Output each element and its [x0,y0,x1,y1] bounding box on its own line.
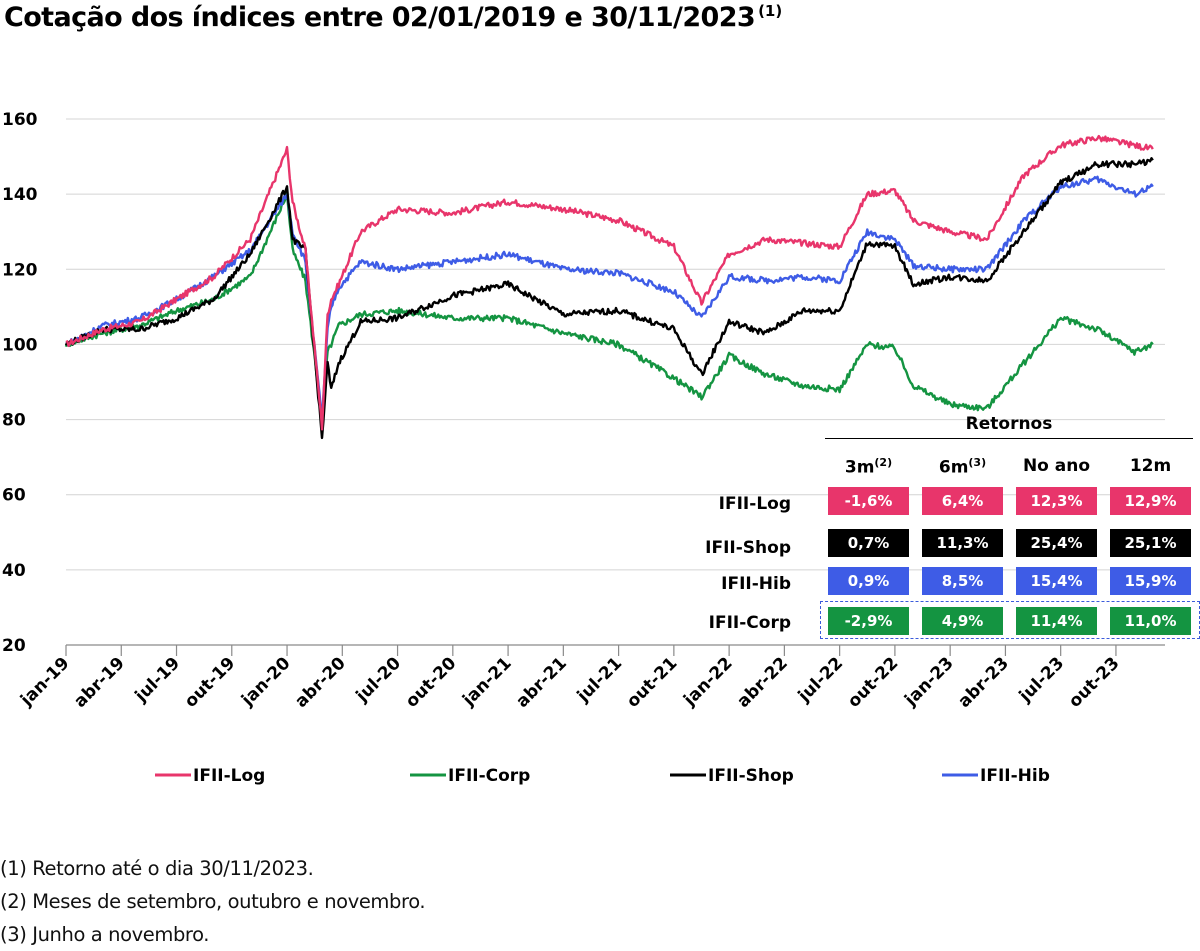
x-tick-label: abr-23 [954,653,1013,712]
return-cell-ifii-hib-no-ano: 15,4% [1016,567,1097,595]
returns-table: Retornos 3m(2) 6m(3) No ano 12m IFII-Log… [700,410,1200,650]
return-cell-ifii-shop-3m: 0,7% [828,529,909,557]
series-line-ifii-shop [64,157,1154,440]
return-cell-ifii-log-6m: 6,4% [922,487,1003,515]
footnote-1: (1) Retorno até o dia 30/11/2023. [0,857,314,880]
x-tick-label: out-19 [181,653,239,711]
return-cell-ifii-hib-12m: 15,9% [1110,567,1191,595]
y-tick-label: 80 [2,411,26,431]
chart-title: Cotação dos índices entre 02/01/2019 e 3… [4,2,782,33]
x-tick-label: jan-22 [679,653,736,710]
y-tick-label: 40 [2,561,26,581]
col-header-no-ano: No ano [1022,456,1091,476]
returns-title: Retornos [965,414,1053,434]
return-cell-ifii-log-3m: -1,6% [828,487,909,515]
return-cell-ifii-corp-6m: 4,9% [922,607,1003,635]
row-label-shop: IFII-Shop [705,538,791,558]
x-tick-label: abr-22 [733,653,792,712]
legend-label-ifii-corp: IFII-Corp [448,766,530,786]
returns-title-rule [825,438,1193,439]
footnote-2: (2) Meses de setembro, outubro e novembr… [0,890,426,913]
x-tick-label: abr-21 [512,653,571,712]
series-line-ifii-log [65,134,1154,431]
x-tick-label: jul-20 [352,653,405,706]
x-tick-label: out-23 [1065,653,1123,711]
series-lines [64,134,1154,440]
legend-label-ifii-log: IFII-Log [193,766,265,786]
x-tick-label: jan-23 [900,653,957,710]
x-tick-label: out-21 [623,653,681,711]
row-label-hib: IFII-Hib [721,574,791,594]
return-cell-ifii-corp-12m: 11,0% [1110,607,1191,635]
return-cell-ifii-log-no-ano: 12,3% [1016,487,1097,515]
series-line-ifii-corp [64,191,1154,419]
col-header-12m: 12m [1129,456,1172,476]
x-tick-label: jan-21 [458,653,515,710]
legend: IFII-Log IFII-Corp IFII-Shop IFII-Hib [155,766,1050,786]
return-cell-ifii-corp-no-ano: 11,4% [1016,607,1097,635]
x-tick-label: jan-20 [237,653,294,710]
y-tick-label: 120 [2,260,38,280]
y-tick-label: 20 [2,636,26,656]
legend-label-ifii-hib: IFII-Hib [980,766,1050,786]
x-tick-label: jul-21 [573,653,626,706]
x-tick-label: jul-22 [794,653,847,706]
x-tick-label: jul-19 [131,653,184,706]
return-cell-ifii-hib-3m: 0,9% [828,567,909,595]
y-tick-label: 60 [2,486,26,506]
row-label-log: IFII-Log [718,494,791,514]
footnote-3: (3) Junho a novembro. [0,923,210,946]
chart-title-text: Cotação dos índices entre 02/01/2019 e 3… [4,2,756,33]
col-header-6m: 6m(3) [938,456,987,478]
col-header-3m: 3m(2) [844,456,893,478]
legend-label-ifii-shop: IFII-Shop [708,766,794,786]
title-footnote-mark: (1) [758,2,783,20]
x-tick-label: out-22 [844,653,902,711]
return-cell-ifii-shop-no-ano: 25,4% [1016,529,1097,557]
footnotes: (1) Retorno até o dia 30/11/2023. (2) Me… [0,852,426,951]
series-line-ifii-hib [65,175,1154,422]
return-cell-ifii-shop-6m: 11,3% [922,529,1003,557]
row-label-corp: IFII-Corp [708,613,791,633]
return-cell-ifii-log-12m: 12,9% [1110,487,1191,515]
x-tick-label: out-20 [402,653,461,712]
x-tick-label: abr-19 [70,653,129,712]
x-tick-label: abr-20 [291,653,350,712]
y-tick-label: 100 [2,335,38,355]
return-cell-ifii-hib-6m: 8,5% [922,567,1003,595]
return-cell-ifii-shop-12m: 25,1% [1110,529,1191,557]
y-axis: 160 140 120 100 80 60 40 20 [2,110,38,656]
y-tick-label: 140 [2,185,38,205]
gridlines [66,118,1165,571]
y-tick-label: 160 [2,110,38,130]
x-tick-label: jan-19 [16,653,73,710]
x-tick-label: jul-23 [1015,653,1068,706]
return-cell-ifii-corp-3m: -2,9% [828,607,909,635]
